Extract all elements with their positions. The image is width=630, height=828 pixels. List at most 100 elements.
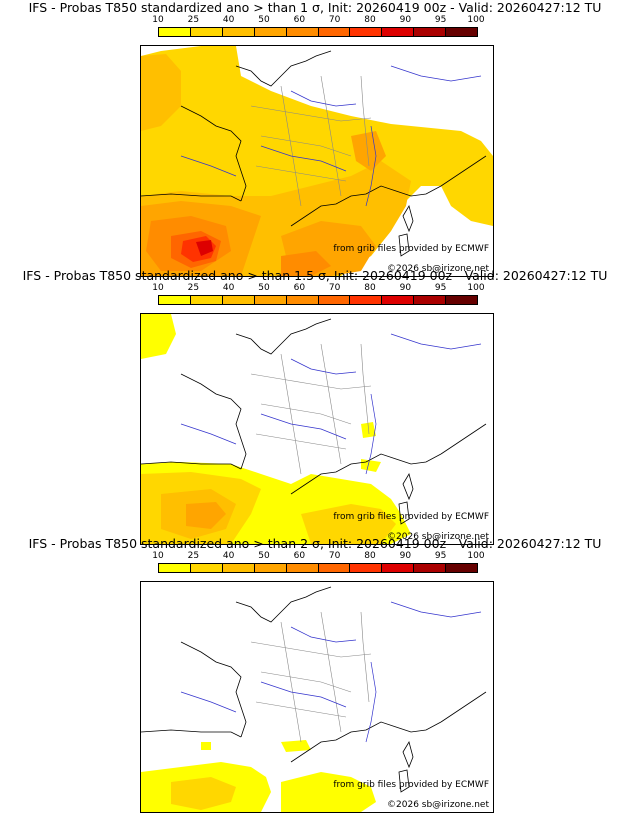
colorbar-segment — [350, 564, 383, 572]
colorbar-segment — [350, 28, 383, 36]
prob-area-40 — [141, 54, 181, 131]
colorbar-tick-label: 90 — [399, 551, 412, 561]
colorbar-segment — [190, 564, 223, 572]
colorbar-tick-label: 60 — [293, 15, 306, 25]
colorbar-tick-label: 80 — [364, 551, 376, 561]
rivers — [180, 601, 482, 743]
colorbar-segment — [286, 28, 319, 36]
prob-area-10 — [281, 772, 376, 812]
credit-source: from grib files provided by ECMWF — [333, 512, 489, 522]
colorbar-tick-label: 50 — [258, 283, 270, 293]
colorbar-segment — [414, 296, 447, 304]
credit-source: from grib files provided by ECMWF — [333, 780, 489, 790]
credit-source: from grib files provided by ECMWF — [333, 244, 489, 254]
colorbar-labels: 10 25 40 50 60 70 80 90 95 100 — [142, 552, 502, 562]
prob-area-10 — [141, 314, 176, 359]
colorbar-tick-label: 10 — [152, 15, 164, 25]
prob-area-25 — [171, 777, 236, 810]
colorbar-tick-label: 25 — [187, 551, 200, 561]
prob-area-50 — [351, 131, 386, 171]
colorbar-tick-label: 95 — [434, 15, 447, 25]
colorbar-segment — [382, 28, 415, 36]
map-area: from grib files provided by ECMWF ©2026 … — [140, 581, 494, 813]
colorbar-tick-label: 90 — [399, 15, 412, 25]
colorbar-tick-label: 95 — [434, 551, 447, 561]
colorbar-tick-label: 50 — [258, 15, 270, 25]
prob-area-10 — [361, 459, 381, 472]
colorbar-labels: 10 25 40 50 60 70 80 90 95 100 — [142, 16, 502, 26]
colorbar-segment — [350, 296, 383, 304]
coastline — [141, 586, 487, 793]
colorbar-segment — [446, 296, 478, 304]
colorbar-tick-label: 50 — [258, 551, 270, 561]
colorbar-tick-label: 25 — [187, 283, 200, 293]
map-panel-1: IFS - Probas T850 standardized ano > tha… — [0, 0, 630, 277]
prob-area-90 — [196, 240, 213, 256]
prob-area-10 — [201, 742, 211, 750]
admin-borders — [250, 75, 372, 207]
panel-title: IFS - Probas T850 standardized ano > tha… — [28, 0, 602, 15]
colorbar-tick-label: 10 — [152, 283, 164, 293]
colorbar-segment — [159, 564, 191, 572]
colorbar-tick-label: 40 — [222, 551, 235, 561]
panel-title: IFS - Probas T850 standardized ano > tha… — [28, 536, 602, 551]
colorbar-tick-label: 25 — [187, 15, 200, 25]
colorbar-segment — [254, 28, 287, 36]
colorbar-tick-label: 70 — [328, 15, 341, 25]
prob-area-10 — [281, 740, 311, 752]
colorbar-labels: 10 25 40 50 60 70 80 90 95 100 — [142, 284, 502, 294]
colorbar-segment — [159, 28, 191, 36]
admin-borders — [250, 611, 372, 743]
colorbar-segment — [318, 28, 351, 36]
colorbar-segment — [159, 296, 191, 304]
colorbar-segment — [222, 28, 255, 36]
credit-copyright: ©2026 sb@irizone.net — [387, 264, 489, 274]
prob-area-60 — [281, 251, 331, 276]
credit-copyright: ©2026 sb@irizone.net — [387, 800, 489, 810]
colorbar-tick-label: 80 — [364, 283, 376, 293]
map-svg — [141, 314, 487, 544]
colorbar-tick-label: 70 — [328, 283, 341, 293]
colorbar-tick-label: 100 — [467, 283, 485, 293]
map-area: from grib files provided by ECMWF ©2026 … — [140, 313, 494, 545]
colorbar-tick-label: 10 — [152, 551, 164, 561]
map-panel-3: IFS - Probas T850 standardized ano > tha… — [0, 536, 630, 813]
admin-borders — [250, 343, 372, 475]
map-svg — [141, 586, 487, 812]
coastline — [141, 50, 487, 257]
rivers — [180, 333, 482, 475]
colorbar-segment — [254, 296, 287, 304]
map-area: from grib files provided by ECMWF ©2026 … — [140, 45, 494, 277]
colorbar-tick-label: 90 — [399, 283, 412, 293]
colorbar-segment — [414, 28, 447, 36]
map-panel-2: IFS - Probas T850 standardized ano > tha… — [0, 268, 630, 545]
colorbar-tick-label: 80 — [364, 15, 376, 25]
colorbar-segment — [414, 564, 447, 572]
colorbar-tick-label: 40 — [222, 283, 235, 293]
colorbar-tick-label: 95 — [434, 283, 447, 293]
panel-title: IFS - Probas T850 standardized ano > tha… — [22, 268, 608, 283]
colorbar-tick-label: 40 — [222, 15, 235, 25]
colorbar-segment — [382, 296, 415, 304]
colorbar — [158, 27, 478, 37]
coastline — [141, 318, 487, 525]
colorbar-segment — [286, 296, 319, 304]
colorbar — [158, 295, 478, 305]
prob-area-50 — [186, 502, 226, 529]
prob-area-25 — [301, 504, 396, 544]
colorbar-tick-label: 100 — [467, 15, 485, 25]
colorbar-segment — [382, 564, 415, 572]
colorbar-tick-label: 70 — [328, 551, 341, 561]
colorbar-segment — [190, 296, 223, 304]
colorbar-tick-label: 100 — [467, 551, 485, 561]
colorbar-segment — [446, 564, 478, 572]
colorbar-tick-label: 60 — [293, 283, 306, 293]
colorbar-segment — [446, 28, 478, 36]
map-svg — [141, 46, 493, 276]
rivers — [180, 65, 482, 207]
colorbar-segment — [222, 564, 255, 572]
colorbar-segment — [318, 296, 351, 304]
colorbar-segment — [286, 564, 319, 572]
colorbar-segment — [254, 564, 287, 572]
colorbar-tick-label: 60 — [293, 551, 306, 561]
